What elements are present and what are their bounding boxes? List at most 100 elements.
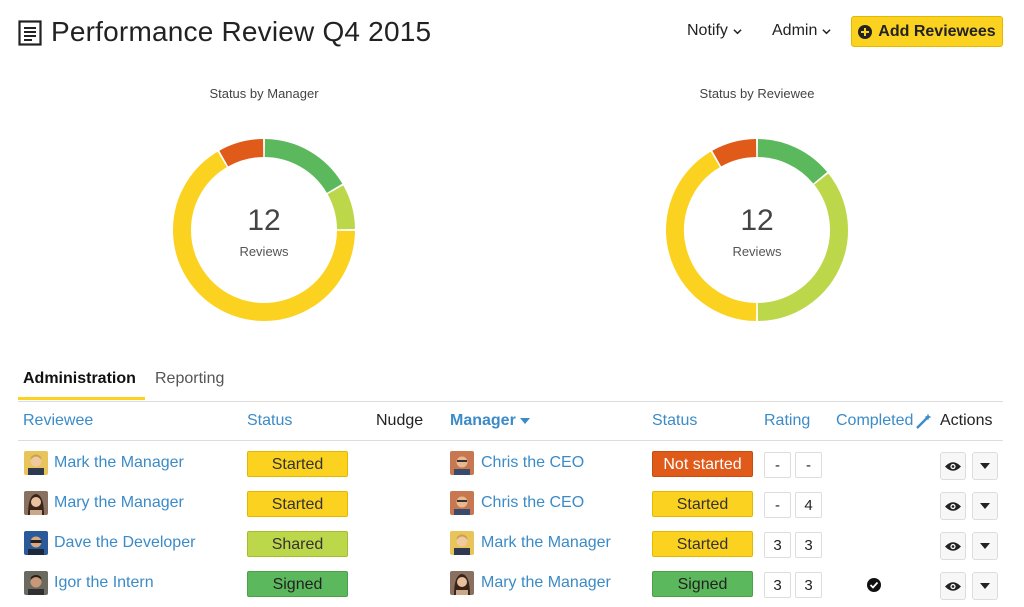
eye-icon [945,501,961,511]
manager-status-badge: Signed [652,571,753,597]
manager-name-link[interactable]: Chris the CEO [481,494,585,511]
donut-slice-1 [327,185,355,230]
row-actions-dropdown[interactable] [972,452,998,480]
manager-status-badge: Started [652,531,753,557]
status-column-header[interactable]: Status [247,412,293,429]
manager-rating: 3 [795,572,822,598]
page-title: Performance Review Q4 2015 [51,16,432,47]
donut-slice-2 [173,151,355,321]
caret-down-icon [980,503,990,509]
self-rating: - [764,452,791,478]
self-rating: - [764,492,791,518]
status-badge: Signed [247,571,348,597]
status-by-reviewee-chart: Status by Reviewee 12 Reviews [627,80,887,330]
reviewee-name-link[interactable]: Igor the Intern [54,574,154,591]
donut-chart [173,139,355,321]
manager-rating: 4 [795,492,822,518]
chart-count: 12 [247,204,281,237]
magic-wand-icon [916,413,932,429]
view-button[interactable] [940,532,966,560]
donut-slice-1 [757,173,848,321]
caret-down-icon [980,463,990,469]
document-icon [18,20,42,46]
completed-column-header[interactable]: Completed [836,412,932,430]
actions-column-header: Actions [940,412,993,429]
row-actions-dropdown[interactable] [972,572,998,600]
status-badge: Started [247,491,348,517]
chart-title: Status by Reviewee [699,86,815,101]
manager-status-badge: Not started [652,451,753,477]
table-row: Mark the Manager Started Chris the CEO N… [18,441,1003,481]
chevron-down-icon [822,28,831,34]
admin-menu[interactable]: Admin [772,22,831,40]
avatar [24,451,48,475]
status-badge: Started [247,451,348,477]
donut-slice-3 [712,139,757,167]
add-reviewees-button[interactable]: Add Reviewees [851,16,1003,47]
manager-rating: - [795,452,822,478]
view-button[interactable] [940,492,966,520]
self-rating: 3 [764,532,791,558]
check-circle-icon [867,578,881,592]
avatar [24,571,48,595]
caret-down-icon [980,583,990,589]
tab-administration[interactable]: Administration [18,370,145,400]
page-header: Performance Review Q4 2015 Notify Admin … [0,0,1024,66]
nudge-column-header: Nudge [376,412,424,429]
manager-rating: 3 [795,532,822,558]
donut-slice-0 [264,139,343,194]
rating-column-header[interactable]: Rating [764,412,811,429]
chart-unit: Reviews [239,244,289,259]
eye-icon [945,461,961,471]
reviews-table: Reviewee Status Nudge Manager Status Rat… [18,401,1003,601]
reviewee-name-link[interactable]: Mark the Manager [54,454,184,471]
eye-icon [945,581,961,591]
avatar [450,571,474,595]
notify-menu[interactable]: Notify [687,22,742,40]
manager-column-label: Manager [450,412,516,429]
status-by-manager-chart: Status by Manager 12 Reviews [134,80,394,330]
reviewee-name-link[interactable]: Dave the Developer [54,534,196,551]
tab-bar: Administration Reporting [18,362,1003,400]
reviewee-column-header[interactable]: Reviewee [23,412,94,429]
manager-name-link[interactable]: Mary the Manager [481,574,611,591]
table-header: Reviewee Status Nudge Manager Status Rat… [18,401,1003,441]
view-button[interactable] [940,452,966,480]
manager-name-link[interactable]: Chris the CEO [481,454,585,471]
self-rating: 3 [764,572,791,598]
view-button[interactable] [940,572,966,600]
chart-title: Status by Manager [209,86,319,101]
eye-icon [945,541,961,551]
donut-slice-0 [757,139,828,184]
plus-circle-icon [858,24,873,39]
avatar [24,491,48,515]
caret-down-icon [980,543,990,549]
donut-chart [666,139,848,321]
manager-status-badge: Started [652,491,753,517]
avatar [24,531,48,555]
row-actions-dropdown[interactable] [972,492,998,520]
table-row: Igor the Intern Signed Mary the Manager … [18,561,1003,601]
manager-column-header[interactable]: Manager [450,412,530,430]
notify-menu-label: Notify [687,22,728,39]
status-badge: Shared [247,531,348,557]
table-row: Dave the Developer Shared Mark the Manag… [18,521,1003,561]
donut-slice-2 [666,151,757,321]
sort-caret-down-icon [519,418,530,424]
completed-column-label: Completed [836,412,914,429]
avatar [450,531,474,555]
tab-reporting[interactable]: Reporting [155,370,225,387]
avatar [450,451,474,475]
manager-status-column-header[interactable]: Status [652,412,698,429]
row-actions-dropdown[interactable] [972,532,998,560]
chevron-down-icon [733,28,742,34]
reviewee-name-link[interactable]: Mary the Manager [54,494,184,511]
chart-count: 12 [740,204,774,237]
chart-unit: Reviews [732,244,782,259]
add-reviewees-label: Add Reviewees [878,22,996,40]
table-row: Mary the Manager Started Chris the CEO S… [18,481,1003,521]
admin-menu-label: Admin [772,22,818,39]
donut-slice-3 [219,139,264,167]
avatar [450,491,474,515]
manager-name-link[interactable]: Mark the Manager [481,534,611,551]
